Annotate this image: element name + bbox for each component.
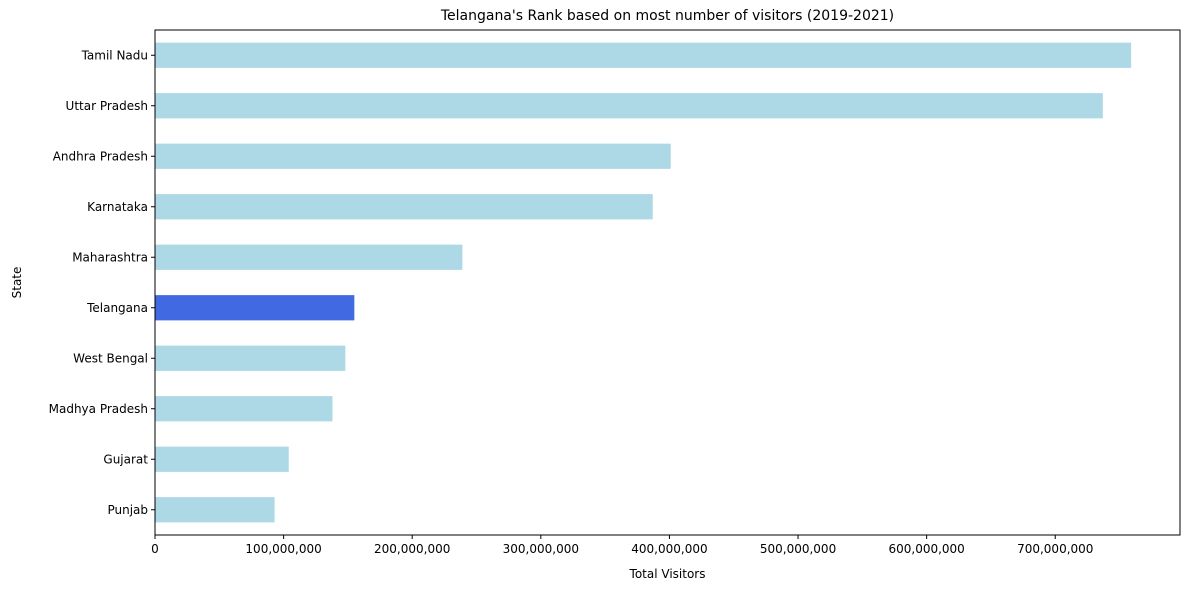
bar-tamil-nadu: [155, 42, 1132, 68]
y-tick-label: Telangana: [86, 301, 148, 315]
y-tick-label: Andhra Pradesh: [53, 149, 148, 163]
bar-karnataka: [155, 194, 653, 220]
y-tick-label: Tamil Nadu: [81, 48, 148, 62]
x-tick-label: 200,000,000: [374, 542, 450, 556]
bar-maharashtra: [155, 244, 463, 270]
y-axis-ticks: Tamil Nadu Uttar Pradesh Andhra Pradesh Ka…: [49, 48, 155, 517]
bar-madhya-pradesh: [155, 396, 333, 422]
x-axis-ticks: 0 100,000,000 200,000,000 300,000,000 400,00…: [151, 535, 1093, 556]
y-tick-label: Maharashtra: [72, 250, 148, 264]
bar-punjab: [155, 497, 275, 523]
x-axis-label: Total Visitors: [629, 567, 706, 581]
y-tick-label: Gujarat: [103, 452, 148, 466]
bar-west-bengal: [155, 345, 346, 371]
x-tick-label: 600,000,000: [888, 542, 964, 556]
bars-group: [155, 42, 1132, 523]
y-tick-label: Karnataka: [87, 200, 148, 214]
y-tick-label: Uttar Pradesh: [66, 99, 148, 113]
x-tick-label: 100,000,000: [245, 542, 321, 556]
x-tick-label: 0: [151, 542, 159, 556]
plot-frame: [154, 29, 1181, 536]
x-tick-label: 500,000,000: [760, 542, 836, 556]
x-tick-label: 300,000,000: [503, 542, 579, 556]
y-tick-label: West Bengal: [73, 351, 148, 365]
y-axis-label: State: [10, 267, 24, 299]
chart-title: Telangana's Rank based on most number of…: [440, 8, 894, 24]
x-tick-label: 400,000,000: [631, 542, 707, 556]
bar-uttar-pradesh: [155, 93, 1103, 119]
bar-gujarat: [155, 446, 289, 472]
y-tick-label: Punjab: [107, 503, 148, 517]
x-tick-label: 700,000,000: [1017, 542, 1093, 556]
bar-telangana: [155, 295, 355, 321]
bar-andhra-pradesh: [155, 143, 671, 169]
y-tick-label: Madhya Pradesh: [49, 402, 148, 416]
